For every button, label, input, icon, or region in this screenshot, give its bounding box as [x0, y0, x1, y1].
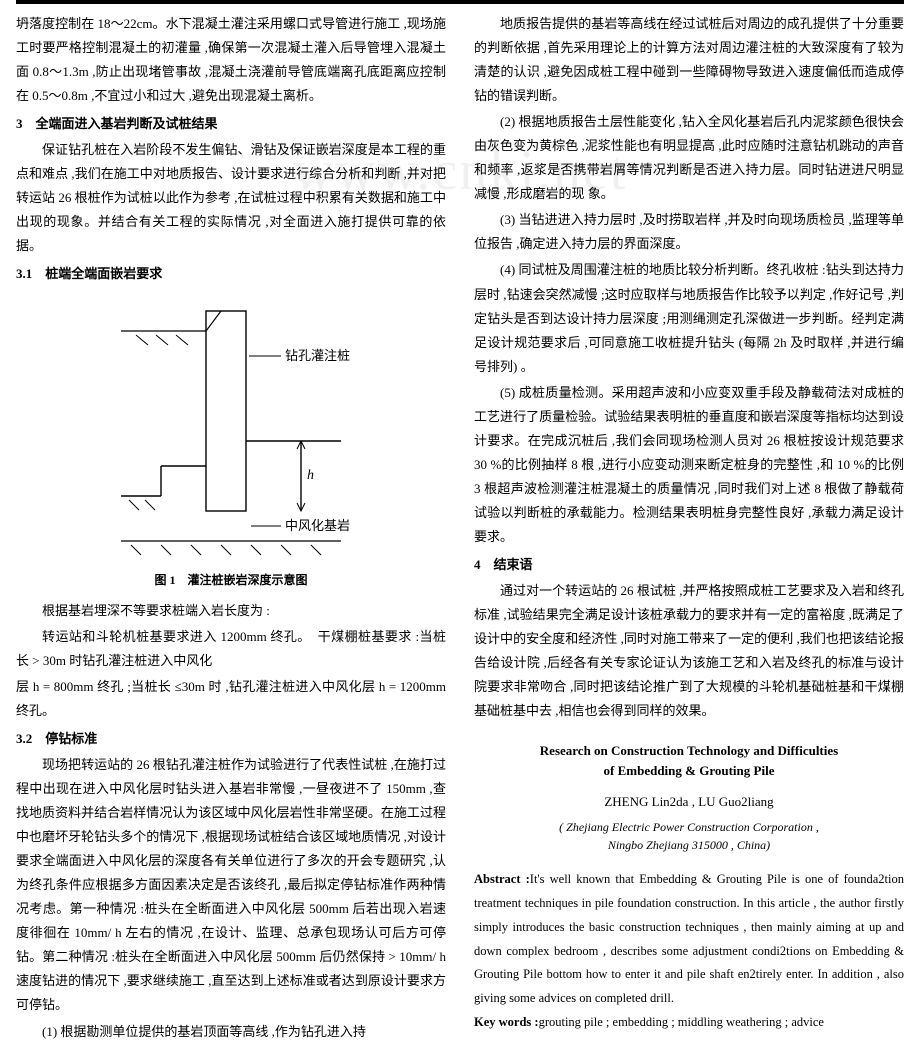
left-column: 坍落度控制在 18～22cm。水下混凝土灌注采用螺口式导管进行施工 ,现场施工时… [16, 12, 446, 1046]
para: 转运站和斗轮机桩基要求进入 1200mm 终孔。 干煤棚桩基要求 :当桩长 > … [16, 625, 446, 673]
para: 层 h = 800mm 终孔 ;当桩长 ≤30m 时 ,钻孔灌注桩进入中风化层 … [16, 675, 446, 723]
para: (2) 根据地质报告土层性能变化 ,钻入全风化基岩后孔内泥浆颜色很快会由灰色变为… [474, 110, 904, 206]
section-heading-3-2: 3.2 停钻标准 [16, 727, 446, 751]
section-heading-3: 3 全端面进入基岩判断及试桩结果 [16, 112, 446, 136]
english-abstract: Abstract :It's well known that Embedding… [474, 868, 904, 1011]
english-affiliation: ( Zhejiang Electric Power Construction C… [474, 818, 904, 854]
en-title-line2: of Embedding & Grouting Pile [604, 763, 775, 778]
en-affil-line1: ( Zhejiang Electric Power Construction C… [559, 820, 819, 834]
para: 现场把转运站的 26 根钻孔灌注桩作为试验进行了代表性试桩 ,在施打过程中出现在… [16, 753, 446, 1018]
para: 地质报告提供的基岩等高线在经过试桩后对周边的成孔提供了十分重要的判断依据 ,首先… [474, 12, 904, 108]
para: 根据基岩埋深不等要求桩端入岩长度为 : [16, 599, 446, 623]
figure-1: 钻孔灌注桩 h 中风化基岩 [16, 301, 446, 591]
para: 保证钻孔桩在入岩阶段不发生偏钻、滑钻及保证嵌岩深度是本工程的重点和难点 ,我们在… [16, 138, 446, 258]
fig-label-pile: 钻孔灌注桩 [285, 348, 350, 363]
english-author: ZHENG Lin2da , LU Guo2liang [474, 790, 904, 814]
fig-label-rock: 中风化基岩 [285, 518, 350, 533]
para: (4) 同试桩及周围灌注桩的地质比较分析判断。终孔收桩 :钻头到达持力层时 ,钻… [474, 258, 904, 378]
right-column: 地质报告提供的基岩等高线在经过试桩后对周边的成孔提供了十分重要的判断依据 ,首先… [474, 12, 904, 1046]
english-title: Research on Construction Technology and … [474, 741, 904, 780]
para: 通过对一个转运站的 26 根试桩 ,并严格按照成桩工艺要求及入岩和终孔标准 ,试… [474, 579, 904, 723]
para: (1) 根据勘测单位提供的基岩顶面等高线 ,作为钻孔进入持 [16, 1020, 446, 1044]
para: (3) 当钻进进入持力层时 ,及时捞取岩样 ,并及时向现场质检员 ,监理等单位报… [474, 208, 904, 256]
english-keywords: Key words :grouting pile ; embedding ; m… [474, 1011, 904, 1035]
svg-text:h: h [307, 468, 314, 483]
figure-caption: 图 1 灌注桩嵌岩深度示意图 [16, 569, 446, 591]
para: (5) 成桩质量检测。采用超声波和小应变双重手段及静载荷法对成桩的工艺进行了质量… [474, 381, 904, 549]
section-heading-4: 4 结束语 [474, 553, 904, 577]
en-title-line1: Research on Construction Technology and … [540, 743, 838, 758]
abstract-text: It's well known that Embedding & Groutin… [474, 872, 904, 1005]
en-affil-line2: Ningbo Zhejiang 315000 , China) [608, 838, 770, 852]
section-heading-3-1: 3.1 桩端全端面嵌岩要求 [16, 262, 446, 286]
page-root: 坍落度控制在 18～22cm。水下混凝土灌注采用螺口式导管进行施工 ,现场施工时… [16, 0, 904, 1046]
keywords-text: grouting pile ; embedding ; middling wea… [539, 1015, 824, 1029]
para: 坍落度控制在 18～22cm。水下混凝土灌注采用螺口式导管进行施工 ,现场施工时… [16, 12, 446, 108]
